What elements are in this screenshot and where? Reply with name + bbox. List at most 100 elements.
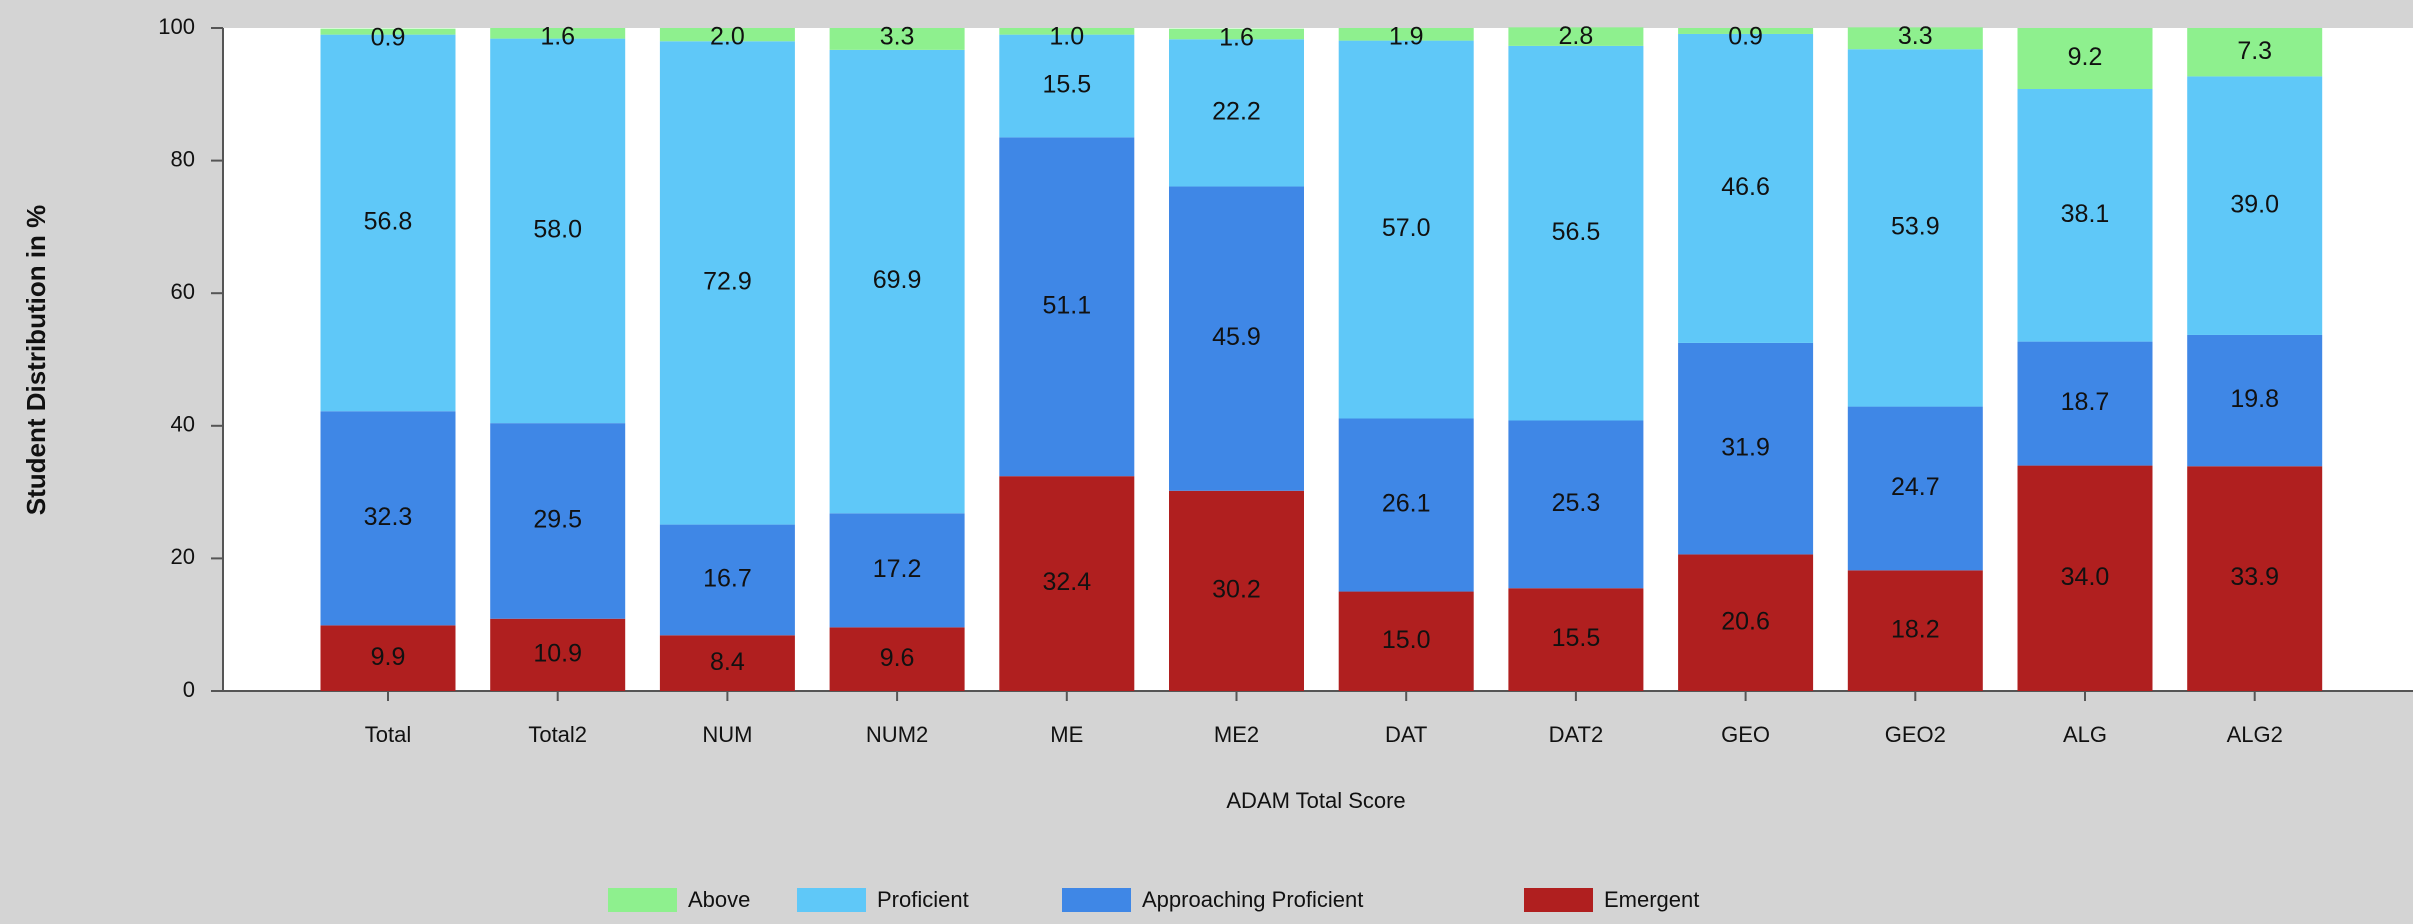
bar-segment bbox=[1847, 570, 1983, 691]
bar-segment bbox=[490, 38, 626, 424]
value-label: 3.3 bbox=[880, 23, 915, 51]
bar-segment bbox=[1508, 27, 1644, 46]
value-label: 10.9 bbox=[533, 639, 582, 667]
x-tick-label: ALG bbox=[2063, 722, 2107, 747]
bar-segment bbox=[659, 635, 795, 691]
bar-segment bbox=[1338, 40, 1474, 419]
value-label: 17.2 bbox=[873, 555, 922, 583]
y-tick-label: 60 bbox=[171, 279, 195, 304]
value-label: 25.3 bbox=[1552, 489, 1601, 517]
bar-segment bbox=[1338, 591, 1474, 691]
bar-segment bbox=[1678, 33, 1814, 343]
x-tick-label: NUM bbox=[702, 722, 752, 747]
value-label: 22.2 bbox=[1212, 97, 1261, 125]
bar-segment bbox=[829, 627, 965, 691]
value-label: 2.0 bbox=[710, 23, 745, 51]
bar-segment bbox=[999, 28, 1135, 35]
x-tick-label: ALG2 bbox=[2227, 722, 2283, 747]
value-label: 32.4 bbox=[1042, 568, 1091, 596]
x-tick-label: NUM2 bbox=[866, 722, 928, 747]
value-label: 30.2 bbox=[1212, 575, 1261, 603]
value-label: 1.0 bbox=[1049, 23, 1084, 51]
value-label: 45.9 bbox=[1212, 323, 1261, 351]
value-label: 33.9 bbox=[2230, 563, 2279, 591]
value-label: 1.6 bbox=[540, 23, 575, 51]
bar-segment bbox=[320, 34, 456, 412]
value-label: 51.1 bbox=[1042, 291, 1091, 319]
x-axis-title: ADAM Total Score bbox=[1226, 788, 1405, 813]
x-tick-label: GEO2 bbox=[1885, 722, 1946, 747]
value-label: 9.6 bbox=[880, 644, 915, 672]
legend-label: Approaching Proficient bbox=[1142, 887, 1363, 912]
bar-segment bbox=[1678, 28, 1814, 34]
bar-segment bbox=[320, 28, 456, 35]
bar-segment bbox=[1338, 28, 1474, 41]
value-label: 38.1 bbox=[2061, 200, 2110, 228]
bar-segment bbox=[2187, 76, 2323, 335]
bar-segment bbox=[1847, 406, 1983, 571]
bar-segment bbox=[659, 524, 795, 636]
legend-swatch bbox=[1524, 888, 1593, 912]
value-label: 24.7 bbox=[1891, 473, 1940, 501]
bar-segment bbox=[2017, 28, 2153, 89]
x-tick-label: Total2 bbox=[528, 722, 587, 747]
bar-segment bbox=[829, 28, 965, 50]
value-label: 0.9 bbox=[1728, 23, 1763, 51]
value-label: 29.5 bbox=[533, 506, 582, 534]
value-label: 15.5 bbox=[1042, 71, 1091, 99]
legend-label: Emergent bbox=[1604, 887, 1699, 912]
value-label: 15.0 bbox=[1382, 626, 1431, 654]
value-label: 72.9 bbox=[703, 268, 752, 296]
legend-label: Above bbox=[688, 887, 750, 912]
value-label: 3.3 bbox=[1898, 22, 1933, 50]
bar-segment bbox=[1169, 39, 1304, 187]
y-axis-title: Student Distribution in % bbox=[21, 205, 51, 516]
y-tick-label: 20 bbox=[171, 544, 195, 569]
bar-segment bbox=[659, 28, 795, 42]
value-label: 8.4 bbox=[710, 648, 745, 676]
value-label: 9.2 bbox=[2068, 43, 2103, 71]
bar-segment bbox=[659, 41, 795, 525]
bar-segment bbox=[1508, 45, 1644, 421]
x-tick-label: ME bbox=[1050, 722, 1083, 747]
bar-segment bbox=[999, 34, 1135, 138]
value-label: 7.3 bbox=[2237, 37, 2272, 65]
value-label: 18.2 bbox=[1891, 615, 1940, 643]
value-label: 53.9 bbox=[1891, 213, 1940, 241]
value-label: 9.9 bbox=[371, 643, 406, 671]
value-label: 32.3 bbox=[364, 503, 413, 531]
value-label: 46.6 bbox=[1721, 173, 1770, 201]
bar-segment bbox=[829, 513, 965, 628]
value-label: 2.8 bbox=[1559, 22, 1594, 50]
bar-segment bbox=[2017, 465, 2153, 691]
bar-segment bbox=[1338, 418, 1474, 592]
y-tick-label: 80 bbox=[171, 146, 195, 171]
value-label: 18.7 bbox=[2061, 388, 2110, 416]
value-label: 15.5 bbox=[1552, 624, 1601, 652]
legend-swatch bbox=[1062, 888, 1131, 912]
value-label: 16.7 bbox=[703, 565, 752, 593]
value-label: 20.6 bbox=[1721, 607, 1770, 635]
value-label: 69.9 bbox=[873, 266, 922, 294]
value-label: 39.0 bbox=[2230, 190, 2279, 218]
bar-segment bbox=[2187, 334, 2323, 467]
value-label: 1.9 bbox=[1389, 23, 1424, 51]
value-label: 57.0 bbox=[1382, 214, 1431, 242]
x-tick-label: DAT bbox=[1385, 722, 1427, 747]
bar-segment bbox=[1508, 588, 1644, 691]
y-tick-label: 100 bbox=[158, 14, 195, 39]
bar-segment bbox=[1678, 554, 1814, 691]
bar-segment bbox=[829, 49, 965, 514]
bar-segment bbox=[999, 476, 1135, 691]
value-label: 19.8 bbox=[2230, 385, 2279, 413]
bar-segment bbox=[490, 28, 626, 39]
bar-segment bbox=[320, 625, 456, 691]
value-label: 34.0 bbox=[2061, 563, 2110, 591]
bar-segment bbox=[2187, 28, 2323, 77]
value-label: 56.8 bbox=[364, 208, 413, 236]
legend-swatch bbox=[797, 888, 866, 912]
bar-segment bbox=[999, 137, 1135, 477]
bar-segment bbox=[320, 411, 456, 626]
value-label: 31.9 bbox=[1721, 433, 1770, 461]
